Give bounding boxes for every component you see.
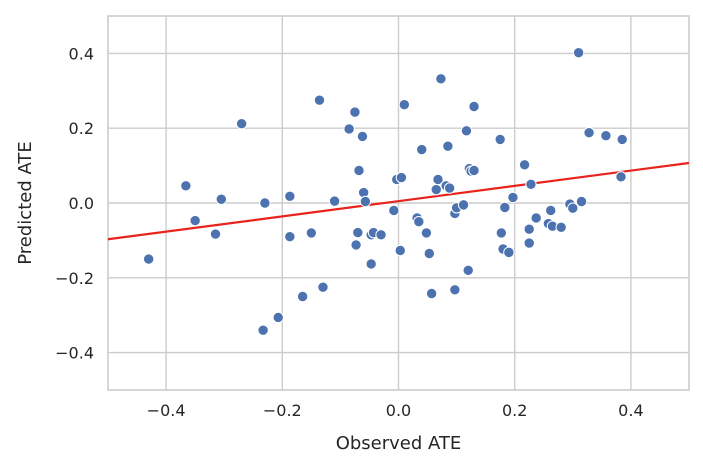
data-point (462, 264, 474, 277)
data-point (398, 98, 411, 111)
data-point (495, 227, 508, 239)
y-tick-label: −0.4 (55, 344, 94, 363)
data-point (572, 46, 585, 59)
x-tick-label: 0.4 (618, 401, 643, 420)
data-point (575, 195, 588, 208)
data-point (616, 133, 628, 146)
y-axis-label: Predicted ATE (15, 141, 36, 265)
data-point (494, 133, 506, 146)
regression-line (107, 161, 690, 241)
data-point (583, 126, 595, 139)
data-point (460, 125, 473, 137)
data-point (317, 281, 329, 293)
data-point (349, 106, 361, 118)
data-point (350, 239, 362, 251)
data-point (525, 178, 537, 191)
data-point (313, 94, 326, 106)
data-point (257, 324, 269, 336)
data-point (359, 195, 372, 208)
x-tick-label: 0.0 (386, 401, 411, 420)
data-point (425, 287, 438, 300)
data-point (420, 227, 433, 239)
data-point (518, 159, 531, 171)
data-point (272, 311, 284, 324)
data-point (507, 191, 519, 204)
data-point (430, 183, 442, 196)
data-point (600, 129, 612, 142)
data-point (284, 190, 296, 202)
data-point (394, 244, 406, 257)
scatter-points (142, 46, 628, 336)
plot-frame (107, 15, 690, 391)
x-tick-label: −0.4 (147, 401, 186, 420)
data-point (443, 182, 456, 194)
data-point (343, 123, 355, 135)
data-point (435, 73, 447, 85)
data-point (523, 237, 535, 249)
data-point (365, 258, 377, 270)
x-tick-labels: −0.4 −0.2 0.0 0.2 0.4 (147, 401, 644, 420)
data-point (530, 212, 542, 224)
data-point (442, 140, 454, 152)
data-point (523, 223, 535, 235)
data-point (180, 180, 192, 192)
data-point (142, 253, 155, 265)
data-point (296, 290, 309, 303)
data-point (413, 216, 425, 228)
data-point (545, 204, 557, 217)
data-point (259, 197, 271, 209)
data-point (328, 195, 341, 207)
data-point (416, 143, 428, 156)
regression-line-group (107, 161, 690, 241)
x-tick-label: 0.2 (502, 401, 527, 420)
x-axis-label: Observed ATE (336, 433, 462, 454)
data-point (503, 246, 515, 259)
data-point (432, 173, 444, 186)
data-point (388, 204, 400, 217)
data-point (395, 171, 408, 184)
data-point (457, 199, 470, 211)
data-point (468, 164, 480, 177)
data-point (449, 284, 461, 296)
y-tick-label: 0.4 (69, 44, 94, 63)
data-point (352, 226, 364, 239)
y-tick-label: −0.2 (55, 269, 94, 288)
y-tick-labels: −0.4 −0.2 0.0 0.2 0.4 (55, 44, 94, 362)
data-point (305, 227, 318, 239)
data-point (615, 171, 627, 183)
data-point (567, 202, 579, 214)
data-point (353, 164, 365, 177)
data-point (284, 230, 296, 243)
data-point (468, 100, 480, 113)
data-point (235, 118, 248, 130)
y-tick-label: 0.0 (69, 194, 94, 213)
grid-lines (108, 16, 689, 390)
data-point (555, 221, 567, 234)
y-tick-label: 0.2 (69, 119, 94, 138)
data-point (189, 214, 201, 227)
data-point (423, 247, 435, 260)
x-tick-label: −0.2 (263, 401, 302, 420)
data-point (356, 130, 369, 143)
data-point (215, 193, 227, 205)
data-point (209, 228, 222, 240)
data-point (375, 229, 387, 241)
data-point (499, 201, 511, 214)
